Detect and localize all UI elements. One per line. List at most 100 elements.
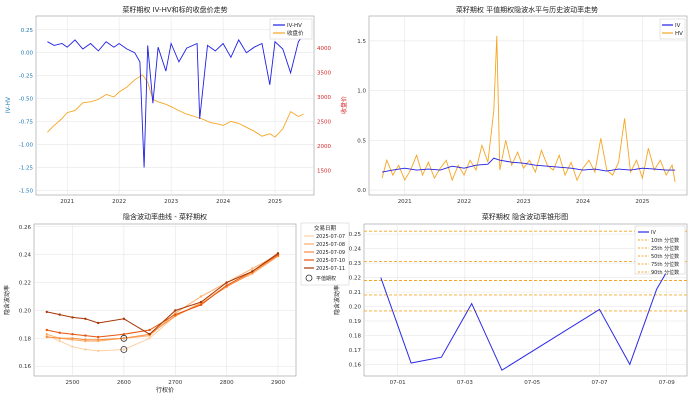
series-line-hv [381,35,676,183]
data-point [148,333,151,336]
data-point [276,252,280,255]
plot-frame [35,15,315,196]
legend: IV HV [659,18,686,40]
legend-label-q25: 25th 分位数 [651,245,679,252]
legend-swatch-atm [305,274,313,282]
legend-label-0711: 2025-07-11 [316,266,345,272]
y2-axis-ticks: 4000 3500 3000 2500 2000 1500 [317,46,331,175]
gridlines [36,16,314,195]
data-point [45,310,48,314]
x-axis-ticks: 2021 2022 2023 2024 2025 [398,199,650,205]
data-point [84,348,87,351]
legend-title: 交易日期 [314,224,337,232]
chart-atm-iv-vs-hv: 菜籽期权 平值期权隐波水平与历史波动率走势 0.00.51.01.5 2021 2… [357,5,688,205]
data-point [174,313,177,316]
y-tick-label: 0.5 [357,138,366,144]
x-tick-label: 07-05 [524,380,540,386]
x-tick-label: 2023 [517,199,531,205]
chart-iv-smile: 隐含波动率曲线 - 菜籽期权 0.160.180.200.220.240.26 … [3,212,350,394]
y-tick-label: -1.00 [19,143,34,149]
chart-title: 菜籽期权 IV-HV和标的收盘价走势 [122,5,227,14]
legend-label-0707: 2025-07-07 [316,234,345,240]
x-tick-label: 2700 [168,380,182,386]
legend-label-q10: 10th 分位数 [651,237,679,244]
y2-tick-label: 3500 [317,70,331,76]
data-point [84,317,87,320]
legend-label-iv: IV [675,23,681,29]
y-tick-label: 1.5 [357,39,366,45]
x-tick-label: 2022 [112,199,126,205]
y-tick-label: 0.23 [349,261,362,267]
legend-label-q75: 75th 分位数 [651,261,679,268]
y-tick-label: -1.25 [19,166,34,172]
y-axis-ticks: 0.25 0.00 -0.25 -0.50 -0.75 -1.00 -1.25 -1.50 [19,28,34,195]
y-tick-label: -0.75 [19,120,34,126]
y2-tick-label: 2500 [317,119,331,125]
x-tick-label: 2500 [66,380,80,386]
chart-title: 菜籽期权 隐含波动率锥形图 [482,212,568,221]
legend: IV-HV 收盘价 [269,18,313,40]
y-axis-label: IV-HV [5,96,12,113]
data-point [251,270,254,273]
legend-label-q50: 50th 分位数 [651,253,679,260]
y-tick-label: 0.19 [349,319,362,325]
y-tick-label: 0.17 [349,348,362,354]
data-point [97,321,100,325]
series-group [364,230,687,371]
data-point [225,284,228,287]
x-tick-label: 2024 [576,199,590,205]
data-point [251,267,254,270]
y2-tick-label: 2000 [317,144,331,150]
y-tick-label: 1.0 [357,89,366,95]
y-tick-label: 0.22 [19,281,31,287]
legend-label-0708: 2025-07-08 [316,242,345,248]
data-point [45,328,48,332]
data-point [122,337,126,340]
data-point [58,331,61,334]
legend-box [269,18,313,40]
x-tick-label: 2600 [117,380,131,386]
series-group [45,252,280,353]
legend-label-hv: HV [675,31,683,37]
series-group [47,34,304,168]
y-axis-ticks: 0.16 0.18 0.20 0.22 0.24 0.26 [19,225,32,370]
gridlines [34,224,296,376]
y2-axis-label: 收盘价 [340,96,348,114]
y-tick-label: -0.50 [19,97,34,103]
x-tick-label: 2900 [271,380,285,386]
chart-title: 隐含波动率曲线 - 菜籽期权 [123,212,207,221]
series-line-iv-hv [47,34,304,168]
x-tick-label: 07-03 [457,380,473,386]
atm-marker [120,346,128,353]
data-point [58,313,61,316]
y-tick-label: -0.25 [19,74,34,80]
legend-label-atm: 平值期权 [316,275,336,282]
chart-iv-hv-close: 菜籽期权 IV-HV和标的收盘价走势 0.25 0.00 -0.25 -0.50 -0.… [5,5,348,205]
y-tick-label: 0.00 [21,51,34,57]
y-tick-label: 0.16 [349,362,362,368]
x-tick-label: 2025 [268,199,282,205]
data-point [71,345,74,348]
data-point [97,349,100,353]
y-tick-label: 0.25 [349,232,362,238]
y-tick-label: 0.24 [19,253,32,259]
data-point [71,337,74,340]
data-point [148,328,151,332]
y-tick-label: -1.50 [19,188,34,194]
x-tick-label: 2800 [220,380,234,386]
gridlines [364,224,687,376]
y-axis-label: 隐含波动率 [3,285,11,315]
y-tick-label: 0.18 [349,334,362,340]
y-axis-ticks: 0.0 0.5 1.0 1.5 [357,39,366,194]
x-tick-label: 2021 [398,199,412,205]
x-tick-label: 07-01 [390,380,406,386]
x-tick-label: 07-09 [659,380,675,386]
y-tick-label: 0.0 [357,188,366,194]
x-axis-label: 行权价 [156,386,174,394]
series-line-2025-07-11 [46,252,279,335]
legend-label-iv: IV [651,230,656,236]
chart-iv-cone: 菜籽期权 隐含波动率锥形图 0.160.170.180.190.200.210.… [333,212,688,386]
data-point [122,317,126,320]
y2-tick-label: 4000 [317,46,331,52]
legend-box [634,225,686,275]
